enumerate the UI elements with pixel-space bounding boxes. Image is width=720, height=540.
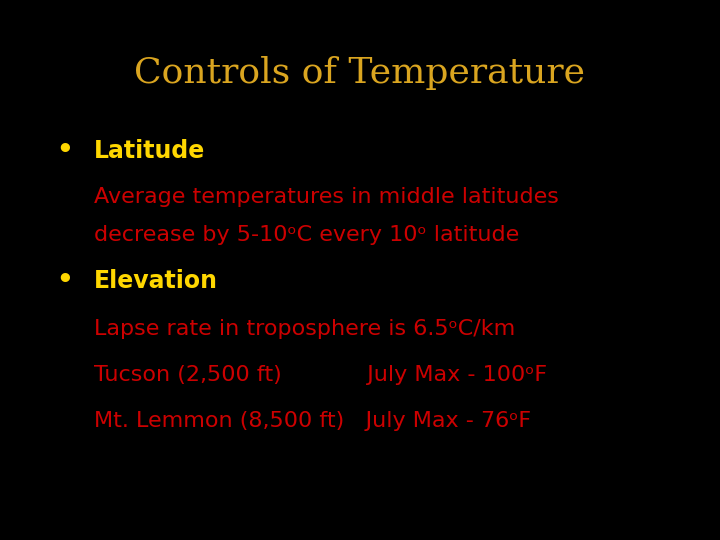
Text: Tucson (2,500 ft)            July Max - 100ᵒF: Tucson (2,500 ft) July Max - 100ᵒF <box>94 365 546 386</box>
Text: •: • <box>56 138 73 164</box>
Text: Latitude: Latitude <box>94 139 205 163</box>
Text: •: • <box>56 268 73 294</box>
Text: Elevation: Elevation <box>94 269 217 293</box>
Text: Average temperatures in middle latitudes: Average temperatures in middle latitudes <box>94 187 559 207</box>
Text: Lapse rate in troposphere is 6.5ᵒC/km: Lapse rate in troposphere is 6.5ᵒC/km <box>94 319 515 340</box>
Text: decrease by 5-10ᵒC every 10ᵒ latitude: decrease by 5-10ᵒC every 10ᵒ latitude <box>94 225 519 245</box>
Text: Controls of Temperature: Controls of Temperature <box>135 56 585 90</box>
Text: Mt. Lemmon (8,500 ft)   July Max - 76ᵒF: Mt. Lemmon (8,500 ft) July Max - 76ᵒF <box>94 411 531 431</box>
